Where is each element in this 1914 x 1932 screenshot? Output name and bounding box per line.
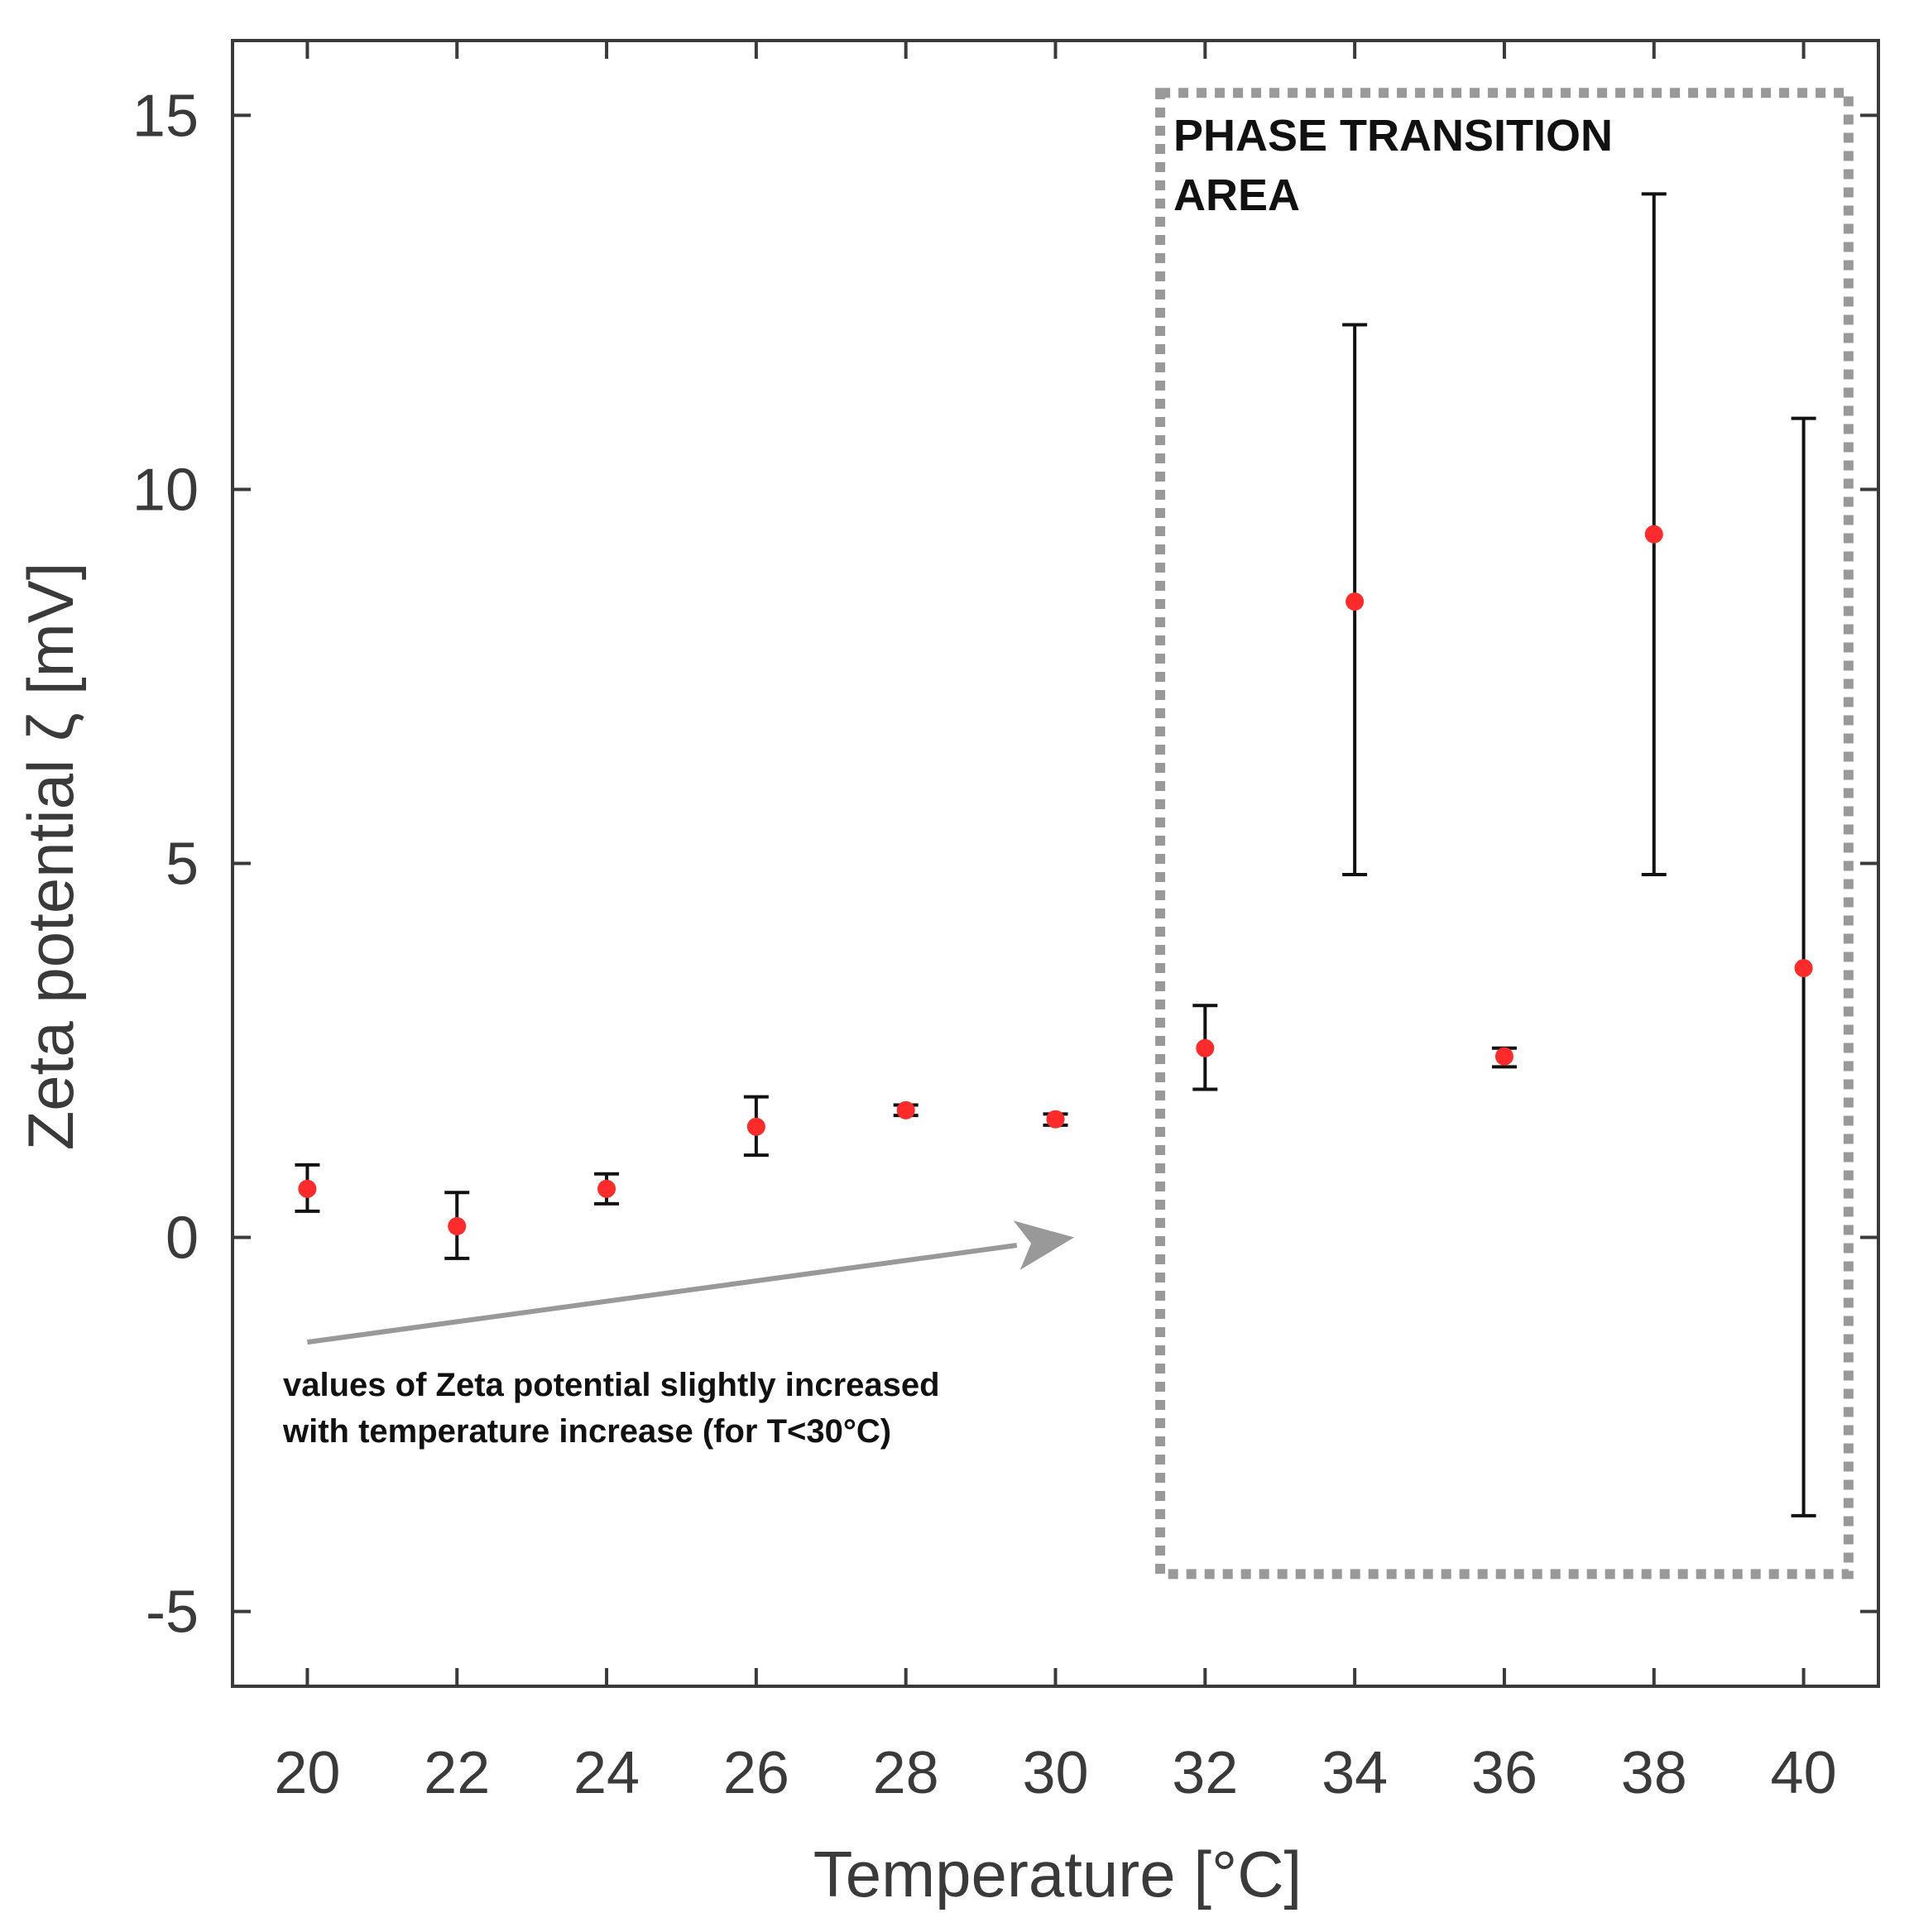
data-point-22 [448, 1216, 467, 1235]
x-tick-label-28: 28 [873, 1740, 939, 1806]
data-point-34 [1346, 592, 1365, 611]
data-point-20 [298, 1179, 317, 1198]
y-tick-label-15: 15 [132, 83, 199, 149]
x-tick-label-36: 36 [1471, 1740, 1537, 1806]
trend-arrow-head [1013, 1220, 1075, 1270]
x-tick-label-24: 24 [573, 1740, 640, 1806]
y-tick-label--5: -5 [146, 1580, 199, 1646]
data-point-26 [746, 1117, 765, 1136]
phase-box-outline [1155, 88, 1854, 1580]
phase-transition-label-line2: AREA [1173, 170, 1300, 220]
phase-transition-label-line1: PHASE TRANSITION [1173, 111, 1613, 161]
x-tick-label-34: 34 [1322, 1740, 1388, 1806]
trend-note-line1: values of Zeta potential slightly increa… [283, 1367, 940, 1403]
data-point-24 [597, 1179, 616, 1198]
axes [231, 39, 1880, 1688]
data-point-40 [1794, 959, 1813, 978]
trend-arrow [307, 1220, 1075, 1345]
x-tick-label-32: 32 [1172, 1740, 1238, 1806]
data-markers [298, 525, 1813, 1235]
x-tick-label-22: 22 [424, 1740, 490, 1806]
x-tick-label-38: 38 [1621, 1740, 1687, 1806]
data-point-36 [1494, 1047, 1513, 1066]
x-tick-label-30: 30 [1022, 1740, 1088, 1806]
tick-labels: 20 22 24 26 28 30 32 34 36 38 40 -5 0 5 10 15 [132, 83, 1837, 1806]
x-tick-label-40: 40 [1771, 1740, 1837, 1806]
y-tick-label-0: 0 [165, 1206, 199, 1272]
data-point-28 [896, 1100, 915, 1119]
x-tick-label-26: 26 [723, 1740, 789, 1806]
x-tick-label-20: 20 [274, 1740, 340, 1806]
y-axis-title: Zeta potential ζ [mV] [14, 563, 87, 1151]
phase-transition-box [1155, 88, 1854, 1580]
data-point-32 [1196, 1038, 1215, 1057]
data-point-38 [1644, 525, 1663, 544]
data-point-30 [1046, 1110, 1065, 1129]
x-axis-title: Temperature [°C] [813, 1838, 1302, 1910]
y-tick-label-5: 5 [165, 832, 199, 898]
y-tick-label-10: 10 [132, 457, 199, 523]
trend-note-line2: with temperature increase (for T<30°C) [282, 1413, 891, 1450]
trend-arrow-shaft [307, 1243, 1018, 1345]
